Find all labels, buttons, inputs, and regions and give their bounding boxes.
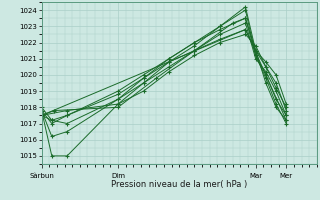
X-axis label: Pression niveau de la mer( hPa ): Pression niveau de la mer( hPa ): [111, 180, 247, 189]
